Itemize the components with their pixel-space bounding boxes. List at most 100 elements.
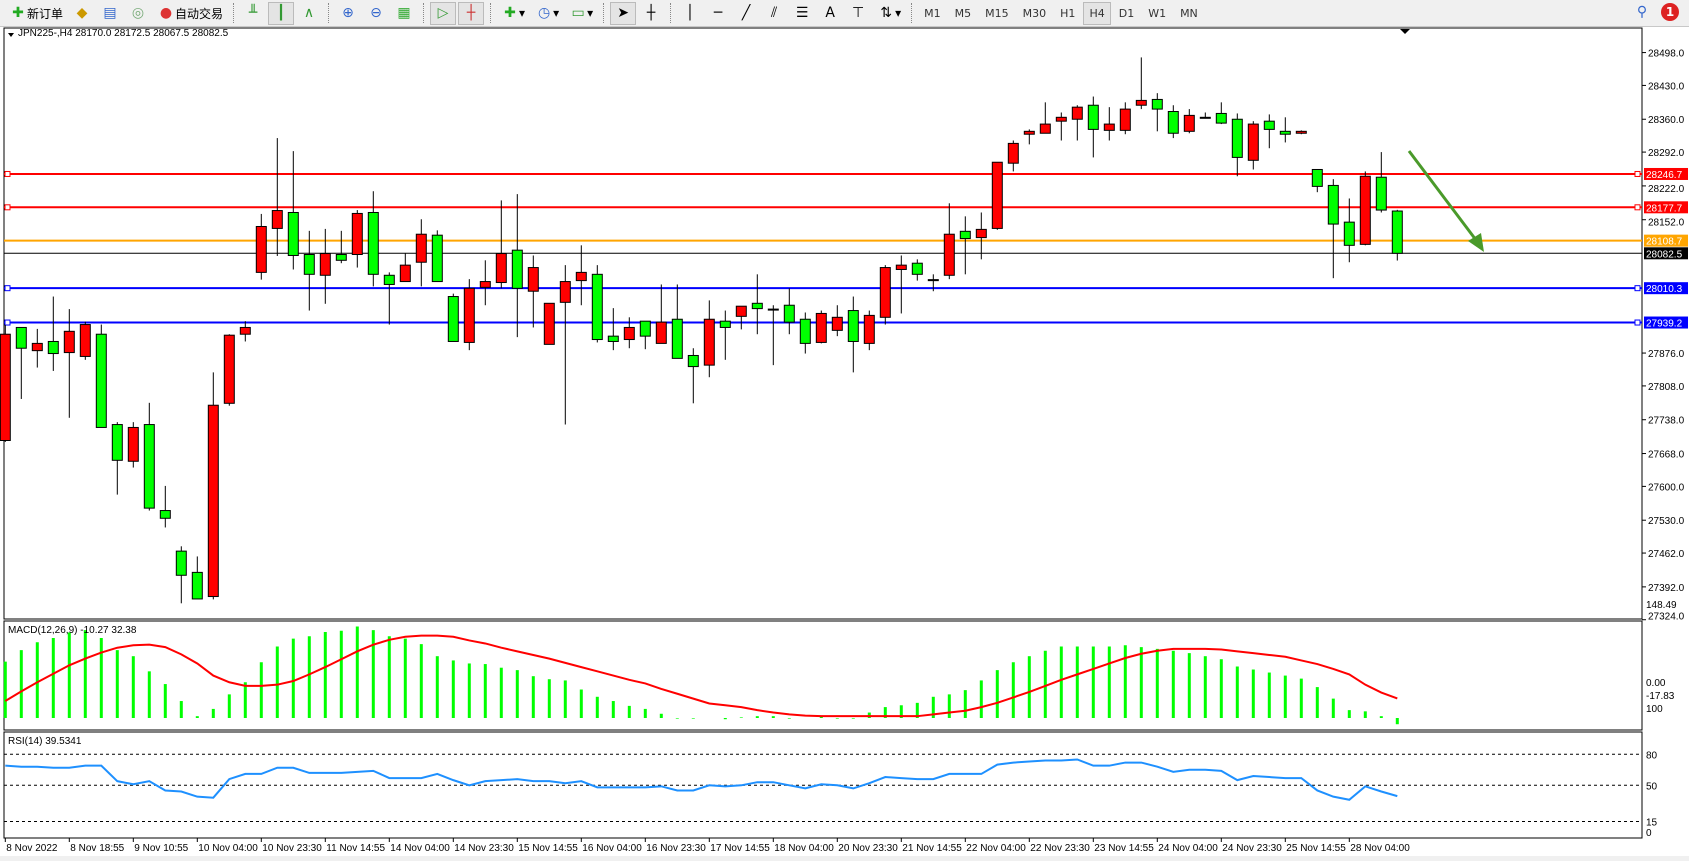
timeframe-d1[interactable]: D1 xyxy=(1118,6,1135,20)
arrows-button[interactable]: ⇅ ▾ xyxy=(873,2,905,25)
crosshair-button[interactable]: ┼ xyxy=(638,2,664,25)
candle-bearish xyxy=(143,424,155,509)
bar-chart-icon: ╨ xyxy=(248,5,258,21)
templates-button[interactable]: ▭ ▾ xyxy=(565,2,597,25)
chart-shift-button[interactable]: ┼ xyxy=(458,1,485,25)
timeframe-h1[interactable]: H1 xyxy=(1060,6,1076,20)
timeframe-m15[interactable]: M15 xyxy=(985,6,1009,20)
rsi-level-label: 100 xyxy=(1646,704,1663,715)
timeframe-m1[interactable]: M1 xyxy=(924,6,941,20)
vertical-line-button[interactable]: │ xyxy=(677,2,703,25)
line-handle[interactable] xyxy=(1634,170,1641,177)
candle-bullish xyxy=(1007,142,1019,164)
toolbar-separator xyxy=(670,3,672,23)
candle-bearish xyxy=(591,273,603,341)
candle-bullish xyxy=(895,264,907,270)
candle-bearish xyxy=(303,254,315,275)
tile-icon: ▦ xyxy=(397,5,411,21)
candle-bullish xyxy=(703,318,715,366)
line-chart-button[interactable]: ∧ xyxy=(296,2,322,25)
candle-bullish xyxy=(271,210,283,229)
equidistant-channel-button[interactable]: ⫽ xyxy=(761,2,787,25)
timeframe-w1[interactable]: W1 xyxy=(1148,6,1167,20)
template-icon: ▭ xyxy=(571,5,585,21)
gold-bars-icon: ◆ xyxy=(76,5,88,21)
candle-bearish xyxy=(447,296,459,342)
market-watch-button[interactable]: ◆ xyxy=(69,2,95,25)
price-label-pivot: 28108.7 xyxy=(1646,237,1683,248)
trendline-icon: ╱ xyxy=(741,5,751,21)
text-label-button[interactable]: ⊤ xyxy=(845,2,871,25)
collapse-triangle-icon[interactable] xyxy=(8,33,14,37)
auto-trading-icon: ● xyxy=(159,5,173,21)
price-tick-label: 28222.0 xyxy=(1648,184,1685,195)
date-label: 25 Nov 14:55 xyxy=(1286,843,1346,854)
trendline-button[interactable]: ╱ xyxy=(733,2,759,25)
macd-scale-label: 148.49 xyxy=(1646,600,1677,611)
zoom-in-button[interactable]: ⊕ xyxy=(335,2,361,25)
down-arrow[interactable] xyxy=(1407,150,1484,249)
candle-bearish xyxy=(751,302,763,310)
chart-window[interactable]: 28498.0 28430.0 28360.0 28292.0 28222.0 28152… xyxy=(0,27,1689,861)
candle-bearish xyxy=(687,354,699,368)
price-tick-label: 27668.0 xyxy=(1648,450,1685,461)
tile-windows-button[interactable]: ▦ xyxy=(391,2,417,25)
date-label: 21 Nov 14:55 xyxy=(902,843,962,854)
line-handle[interactable] xyxy=(1634,319,1641,326)
timeframe-h4[interactable]: H4 xyxy=(1083,1,1111,25)
chart-shift-marker-icon[interactable] xyxy=(1400,29,1410,34)
rsi-level-label: 50 xyxy=(1646,781,1658,792)
line-handle[interactable] xyxy=(4,319,11,326)
periods-button[interactable]: ◷ ▾ xyxy=(531,2,563,25)
fibonacci-button[interactable]: ☰ xyxy=(789,2,815,25)
timeframe-m5[interactable]: M5 xyxy=(954,6,972,20)
candle-bearish xyxy=(1311,168,1323,187)
date-label: 18 Nov 04:00 xyxy=(774,843,834,854)
date-label: 11 Nov 14:55 xyxy=(326,843,385,854)
candle-bullish xyxy=(1295,130,1307,134)
indicators-button[interactable]: ✚ ▾ xyxy=(497,2,529,25)
down-arrow-head-icon xyxy=(1468,233,1484,252)
candlestick-chart-button[interactable]: ┃ xyxy=(268,1,295,25)
candle-bearish xyxy=(1391,210,1403,254)
auto-scroll-button[interactable]: ▷ xyxy=(430,1,457,25)
auto-trading-button[interactable]: ● 自动交易 xyxy=(153,2,227,25)
candle-bullish xyxy=(831,316,843,331)
price-tick-label: 28430.0 xyxy=(1648,81,1685,92)
candle-bullish xyxy=(31,342,43,352)
candle-bullish xyxy=(1183,114,1195,132)
text-button[interactable]: A xyxy=(817,2,843,25)
candle-bullish xyxy=(239,326,251,335)
signals-button[interactable]: ◎ xyxy=(125,2,151,25)
price-label-box xyxy=(1644,247,1688,260)
navigator-button[interactable]: ▤ xyxy=(97,2,123,25)
timeframe-m30[interactable]: M30 xyxy=(1022,6,1047,20)
notification-badge[interactable]: 1 xyxy=(1661,3,1679,21)
candle-bullish xyxy=(655,321,667,344)
candle-bullish xyxy=(1103,123,1115,131)
zoom-out-button[interactable]: ⊖ xyxy=(363,2,389,25)
new-order-button[interactable]: ✚ 新订单 xyxy=(5,2,67,25)
cursor-button[interactable]: ➤ xyxy=(610,1,637,25)
candlestick-icon: ┃ xyxy=(276,5,286,21)
candle-bullish xyxy=(319,253,331,276)
search-icon[interactable]: ⚲ xyxy=(1636,4,1648,20)
candle-bearish xyxy=(47,340,59,355)
candle-bearish xyxy=(1231,118,1243,158)
price-tick-label: 27324.0 xyxy=(1648,612,1685,623)
zoom-in-icon: ⊕ xyxy=(342,5,354,21)
candle-bullish xyxy=(1135,99,1147,106)
line-handle[interactable] xyxy=(1634,285,1641,292)
horizontal-line-button[interactable]: ─ xyxy=(705,2,731,25)
candle-bearish xyxy=(95,333,107,428)
bar-chart-button[interactable]: ╨ xyxy=(240,2,266,25)
price-tick-label: 28360.0 xyxy=(1648,115,1685,126)
candle-bullish xyxy=(991,161,1003,229)
timeframe-mn[interactable]: MN xyxy=(1180,6,1198,20)
line-handle[interactable] xyxy=(4,285,11,292)
line-handle[interactable] xyxy=(4,204,11,211)
line-handle[interactable] xyxy=(4,170,11,177)
date-label: 9 Nov 10:55 xyxy=(134,843,188,854)
candle-bullish xyxy=(735,305,747,317)
line-handle[interactable] xyxy=(1634,204,1641,211)
